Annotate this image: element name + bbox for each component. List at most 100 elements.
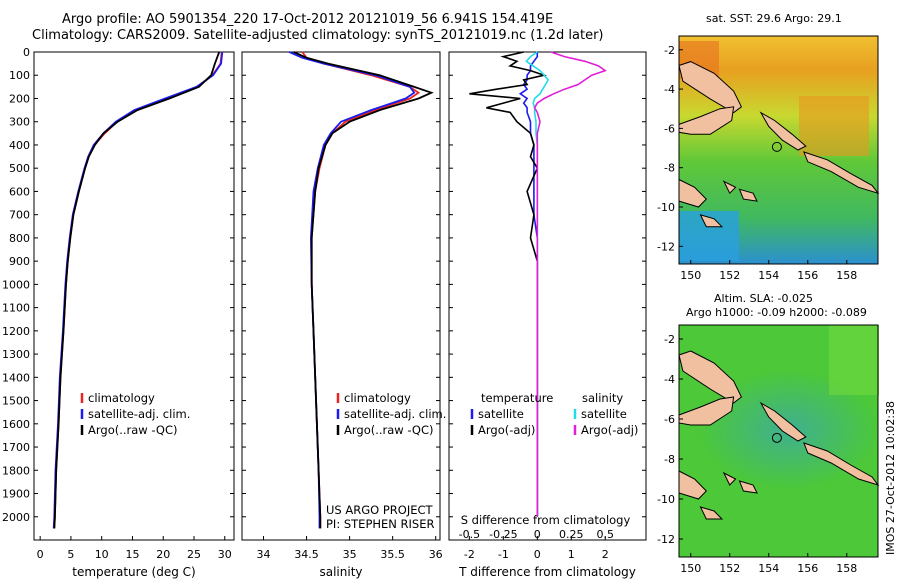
sla-high [829, 325, 879, 395]
x-tick-label: 20 [156, 548, 170, 561]
land-coastline [678, 396, 735, 426]
y-tick-label: 1300 [2, 348, 30, 361]
x-tick-label: 0 [37, 548, 44, 561]
y-tick-label: -4 [664, 373, 675, 386]
y-tick-label: 500 [9, 162, 30, 175]
x-tick-label: 2 [602, 548, 609, 561]
x-tick-label: 154 [758, 269, 779, 282]
x-tick-label: 5 [67, 548, 74, 561]
difference-line-1 [469, 51, 548, 517]
y-tick-label: -12 [657, 533, 675, 546]
legend-label: satellite [581, 407, 627, 421]
x-tick-label: 152 [719, 269, 740, 282]
y-tick-label: -12 [657, 240, 675, 253]
difference-axes [448, 51, 647, 541]
x-tick-label: 34.5 [294, 548, 319, 561]
sst-map: 150 152 154 156 158 -2 -4 -6 -8 -10 -12 [657, 35, 880, 282]
x-tick-label: 158 [836, 269, 857, 282]
legend-label: Argo(..raw -QC) [344, 423, 434, 437]
sla-map-title: Altim. SLA: -0.025 [714, 292, 814, 305]
x-tick-label: 1 [568, 548, 575, 561]
y-tick-label: 1400 [2, 371, 30, 384]
land-coastline [678, 350, 743, 404]
legend-label: climatology [88, 391, 155, 405]
land-coastline [699, 214, 724, 228]
salinity-line-2 [293, 51, 434, 529]
y-tick-label: 900 [9, 255, 30, 268]
y-tick-label: 1200 [2, 325, 30, 338]
legend-label: temperature [481, 391, 553, 405]
temperature-xlabel: temperature (deg C) [72, 565, 195, 579]
sst-map-title: sat. SST: 29.6 Argo: 29.1 [706, 12, 842, 25]
legend-label: salinity [582, 391, 623, 405]
salinity-xlabel: salinity [319, 565, 362, 579]
x-tick-label: -2 [464, 548, 475, 561]
x-tick-label: 152 [719, 562, 740, 575]
legend-label: Argo(-adj) [581, 423, 638, 437]
y-tick-label: 100 [9, 69, 30, 82]
temperature-line-1 [52, 51, 224, 529]
profile-location-marker [771, 432, 782, 443]
legend-label: Argo(..raw -QC) [88, 423, 178, 437]
x-tick-label: 158 [836, 562, 857, 575]
x-tick-label: 15 [125, 548, 139, 561]
profile-location-marker [771, 141, 782, 152]
y-tick-label: 700 [9, 209, 30, 222]
x-tick-label: 35.5 [380, 548, 405, 561]
land-coastline [722, 471, 737, 486]
temperature-line-2 [53, 51, 221, 529]
figure-title-line1: Argo profile: AO 5901354_220 17-Oct-2012… [62, 12, 554, 27]
s-tick-label: 0 [534, 528, 541, 541]
y-tick-label: -6 [664, 122, 675, 135]
y-tick-label: -2 [664, 333, 675, 346]
y-tick-label: 1100 [2, 302, 30, 315]
s-difference-label: S difference from climatology [461, 513, 631, 527]
x-tick-label: 10 [95, 548, 109, 561]
x-tick-label: -1 [498, 548, 509, 561]
y-tick-label: -2 [664, 44, 675, 57]
temperature-line-0 [53, 51, 223, 529]
y-tick-label: -4 [664, 83, 675, 96]
y-tick-label: 200 [9, 92, 30, 105]
land-coastline [759, 401, 807, 442]
salinity-axes [241, 51, 441, 541]
x-tick-label: 35 [343, 548, 357, 561]
x-tick-label: 30 [218, 548, 232, 561]
land-coastline [678, 106, 735, 135]
y-tick-label: -6 [664, 413, 675, 426]
land-coastline [738, 480, 758, 494]
legend-label: satellite-adj. clim. [344, 407, 446, 421]
x-tick-label: 150 [680, 562, 701, 575]
x-tick-label: 156 [797, 562, 818, 575]
pi-annotation: PI: STEPHEN RISER [326, 517, 435, 531]
y-tick-label: 1700 [2, 441, 30, 454]
warm-patch [799, 96, 869, 156]
sla-map: 150 152 154 156 158 -2 -4 -6 -8 -10 -12 [657, 324, 880, 575]
y-tick-label: 1900 [2, 488, 30, 501]
land-coastline [759, 111, 807, 151]
land-coastline [699, 506, 724, 520]
y-tick-label: 1000 [2, 278, 30, 291]
salinity-line-1 [288, 51, 416, 529]
land-coastline [722, 180, 737, 195]
y-tick-label: 1800 [2, 464, 30, 477]
y-tick-label: 600 [9, 185, 30, 198]
s-tick-label: -0.5 [459, 528, 480, 541]
y-tick-label: 400 [9, 139, 30, 152]
sla-map-subtitle: Argo h1000: -0.09 h2000: -0.089 [686, 306, 867, 319]
y-tick-label: 800 [9, 232, 30, 245]
legend-label: climatology [344, 391, 411, 405]
difference-line-0 [518, 52, 539, 517]
legend-label: satellite-adj. clim. [88, 407, 190, 421]
x-tick-label: 150 [680, 269, 701, 282]
y-tick-label: 300 [9, 116, 30, 129]
y-tick-label: 1600 [2, 418, 30, 431]
y-tick-label: -8 [664, 453, 675, 466]
y-tick-label: -8 [664, 162, 675, 175]
legend-label: satellite [478, 407, 524, 421]
sla-frame [678, 324, 879, 558]
x-tick-label: 156 [797, 269, 818, 282]
y-tick-label: 1500 [2, 395, 30, 408]
x-tick-label: 25 [187, 548, 201, 561]
